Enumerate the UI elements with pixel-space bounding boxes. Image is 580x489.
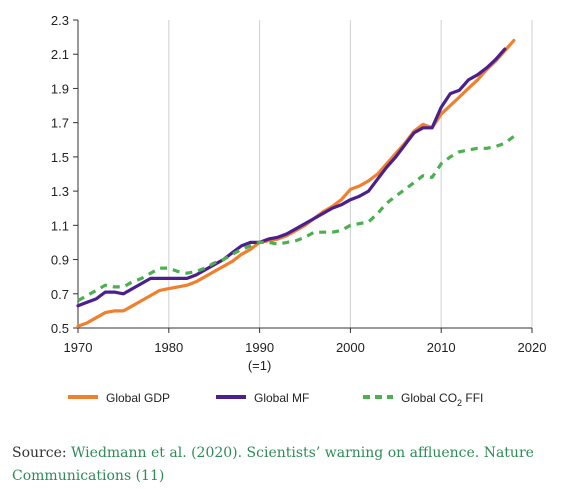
grid-lines — [168, 20, 533, 328]
x-tick-label: 2000 — [336, 340, 365, 355]
y-tick-label: 0.7 — [51, 287, 69, 302]
source-link[interactable]: Wiedmann et al. (2020). Scientists’ warn… — [12, 445, 534, 484]
y-tick-label: 2.1 — [51, 47, 69, 62]
source-prefix: Source: — [12, 445, 72, 461]
source-citation: Source: Wiedmann et al. (2020). Scientis… — [12, 442, 568, 488]
x-tick-label: 1970 — [64, 340, 93, 355]
x-tick-label: 2010 — [427, 340, 456, 355]
chart-container: 0.5 0.7 0.9 1.1 1.3 1.5 1.7 1.9 2.1 2.3 1970 1980 19… — [51, 13, 547, 408]
y-tick-label: 1.9 — [51, 81, 69, 96]
x-tick-label: 2020 — [518, 340, 547, 355]
legend-label-subscript: 2 — [457, 398, 462, 408]
y-tick-label: 1.5 — [51, 150, 69, 165]
y-tick-label: 1.1 — [51, 218, 69, 233]
series-lines — [76, 38, 516, 328]
y-tick-label: 0.9 — [51, 253, 69, 268]
legend-label-suffix: FFI — [462, 391, 483, 405]
series-line — [76, 47, 507, 308]
line-chart: 0.5 0.7 0.9 1.1 1.3 1.5 1.7 1.9 2.1 2.3 1970 1980 19… — [51, 13, 547, 408]
series-line — [77, 135, 515, 302]
legend-label: Global MF — [254, 391, 309, 405]
legend: Global GDP Global MF Global CO2 FFI — [68, 391, 483, 408]
y-tick-label: 0.5 — [51, 321, 69, 336]
y-tick-label: 2.3 — [51, 13, 69, 28]
legend-label: Global CO2 FFI — [401, 391, 483, 408]
x-tick-label: 1980 — [154, 340, 183, 355]
x-tick-label: 1990 — [245, 340, 274, 355]
legend-label: Global GDP — [106, 391, 170, 405]
y-tick-label: 1.7 — [51, 116, 69, 131]
axes: 0.5 0.7 0.9 1.1 1.3 1.5 1.7 1.9 2.1 2.3 1970 1980 19… — [51, 13, 547, 373]
y-tick-label: 1.3 — [51, 184, 69, 199]
x-base-note: (=1) — [248, 358, 271, 373]
